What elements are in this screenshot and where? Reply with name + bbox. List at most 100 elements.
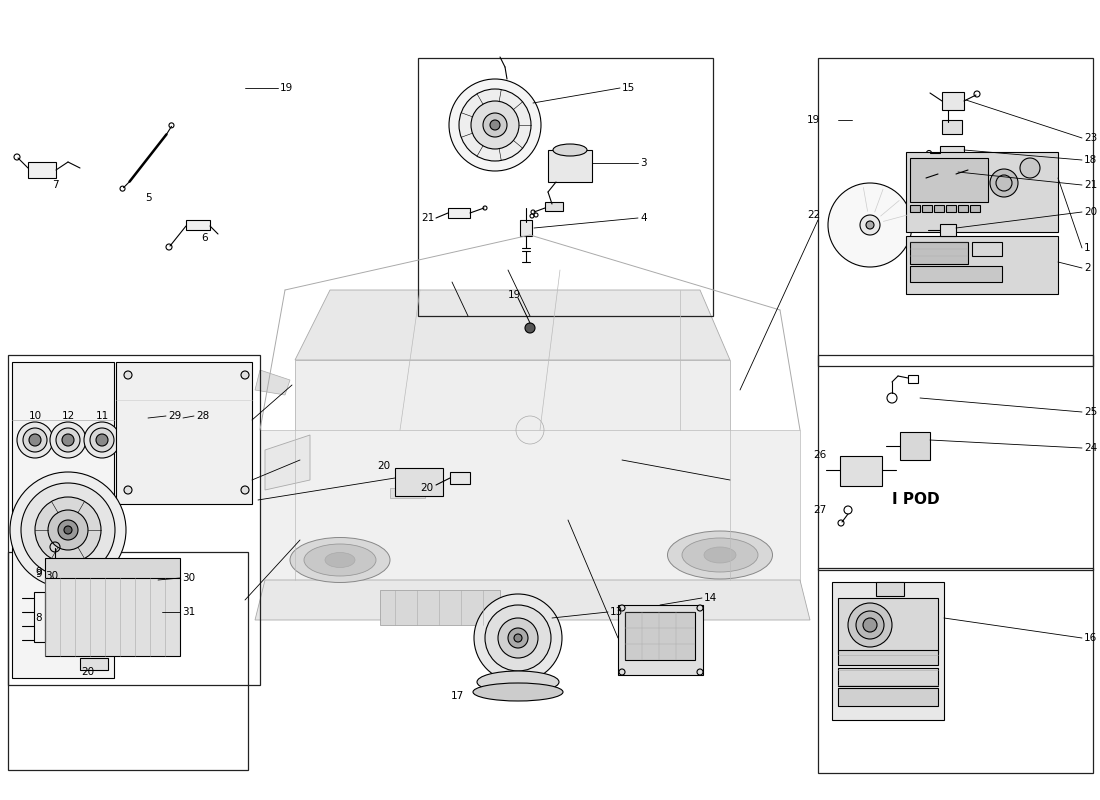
Text: 12: 12	[62, 411, 75, 421]
Ellipse shape	[304, 544, 376, 576]
Text: 26: 26	[813, 450, 826, 460]
Circle shape	[860, 215, 880, 235]
Bar	[450, 472, 470, 484]
Circle shape	[84, 422, 120, 458]
Circle shape	[56, 428, 80, 452]
Bar	[544, 202, 563, 211]
Circle shape	[848, 603, 892, 647]
Circle shape	[697, 605, 703, 611]
Text: 16: 16	[1084, 633, 1098, 643]
Bar	[818, 355, 1093, 570]
Text: 7: 7	[52, 180, 58, 190]
Bar	[818, 58, 1093, 366]
Text: 29: 29	[168, 411, 182, 421]
Bar	[8, 552, 248, 770]
Text: 9: 9	[35, 567, 42, 577]
Bar	[900, 432, 930, 460]
Circle shape	[485, 605, 551, 671]
Bar	[940, 224, 956, 236]
Polygon shape	[295, 360, 730, 500]
Bar	[934, 205, 944, 212]
Bar	[379, 590, 500, 625]
Circle shape	[96, 434, 108, 446]
Text: 8: 8	[35, 613, 42, 623]
Bar	[910, 158, 988, 202]
Bar	[548, 150, 592, 182]
Polygon shape	[295, 290, 730, 360]
Bar	[910, 242, 968, 264]
Circle shape	[856, 611, 884, 639]
Text: 20: 20	[420, 483, 433, 493]
Circle shape	[697, 669, 703, 675]
Circle shape	[10, 472, 126, 588]
Circle shape	[490, 120, 500, 130]
Text: 21: 21	[1084, 180, 1098, 190]
Text: 24: 24	[1084, 443, 1098, 453]
Bar	[838, 598, 938, 653]
Circle shape	[64, 526, 72, 534]
Bar	[840, 456, 882, 486]
Circle shape	[449, 79, 541, 171]
Bar	[838, 650, 938, 665]
Text: 20: 20	[81, 667, 95, 677]
Bar	[922, 205, 932, 212]
Bar	[938, 168, 956, 180]
Ellipse shape	[324, 553, 355, 567]
Polygon shape	[255, 580, 810, 620]
Text: 14: 14	[704, 593, 717, 603]
Bar	[520, 220, 532, 236]
Bar	[906, 152, 1058, 232]
Bar	[818, 568, 1093, 773]
Circle shape	[828, 183, 912, 267]
Polygon shape	[255, 370, 290, 395]
Circle shape	[241, 371, 249, 379]
Circle shape	[990, 169, 1018, 197]
Bar	[910, 205, 920, 212]
Text: 20: 20	[377, 461, 390, 471]
Text: 3: 3	[640, 158, 647, 168]
Circle shape	[525, 323, 535, 333]
Bar	[972, 242, 1002, 256]
Text: 19: 19	[280, 83, 294, 93]
Bar	[838, 668, 938, 686]
Circle shape	[16, 422, 53, 458]
Bar	[625, 612, 695, 660]
Text: 1: 1	[1084, 243, 1090, 253]
Bar	[390, 488, 425, 498]
Circle shape	[508, 628, 528, 648]
Circle shape	[474, 594, 562, 682]
Circle shape	[483, 113, 507, 137]
Text: future 195: future 195	[572, 407, 768, 513]
Ellipse shape	[477, 671, 559, 693]
Text: 18: 18	[1084, 155, 1098, 165]
Text: 15: 15	[621, 83, 636, 93]
Circle shape	[124, 371, 132, 379]
Bar	[418, 58, 713, 316]
Text: 25: 25	[1084, 407, 1098, 417]
Polygon shape	[265, 435, 310, 490]
Ellipse shape	[473, 683, 563, 701]
Circle shape	[23, 428, 47, 452]
Text: 9: 9	[35, 569, 42, 579]
Circle shape	[50, 422, 86, 458]
Bar	[80, 658, 108, 670]
Bar	[116, 362, 252, 504]
Circle shape	[90, 428, 114, 452]
Text: 6: 6	[201, 233, 208, 243]
Bar	[958, 205, 968, 212]
Bar	[186, 220, 210, 230]
Text: 19: 19	[507, 290, 520, 300]
Circle shape	[459, 89, 531, 161]
Text: 11: 11	[96, 411, 109, 421]
Text: 23: 23	[1084, 133, 1098, 143]
Circle shape	[498, 618, 538, 658]
Bar	[34, 592, 45, 642]
Text: 20: 20	[1084, 207, 1097, 217]
Bar	[906, 236, 1058, 294]
Ellipse shape	[290, 538, 390, 582]
Bar	[942, 92, 964, 110]
Circle shape	[1020, 158, 1040, 178]
Bar	[395, 468, 443, 496]
Text: 4: 4	[640, 213, 647, 223]
Text: eurospare: eurospare	[309, 471, 531, 509]
